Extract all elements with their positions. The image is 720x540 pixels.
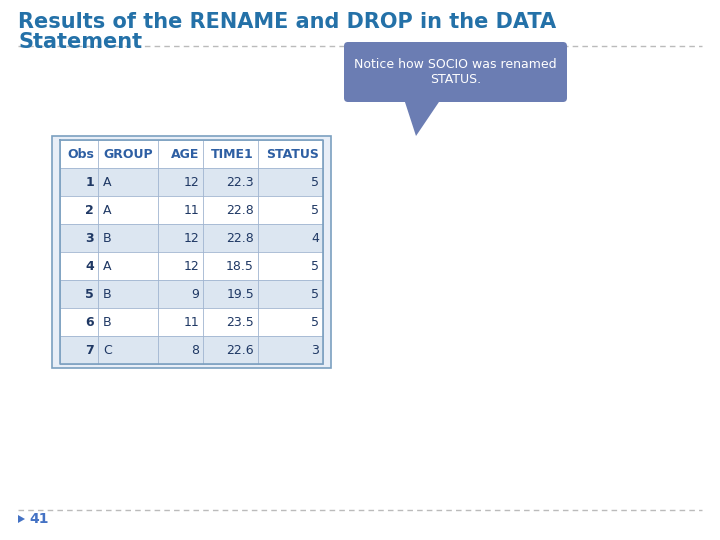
Text: 22.6: 22.6: [226, 343, 254, 356]
Text: 4: 4: [85, 260, 94, 273]
Text: 5: 5: [311, 204, 319, 217]
Text: Statement: Statement: [18, 32, 142, 52]
Text: 3: 3: [86, 232, 94, 245]
Text: C: C: [103, 343, 112, 356]
Text: 19.5: 19.5: [226, 287, 254, 300]
Text: AGE: AGE: [171, 147, 199, 160]
FancyBboxPatch shape: [344, 42, 567, 102]
Text: 1: 1: [85, 176, 94, 188]
FancyBboxPatch shape: [60, 280, 323, 308]
Text: TIME1: TIME1: [211, 147, 254, 160]
Text: Results of the RENAME and DROP in the DATA: Results of the RENAME and DROP in the DA…: [18, 12, 556, 32]
Text: 11: 11: [184, 315, 199, 328]
FancyBboxPatch shape: [60, 252, 323, 280]
FancyBboxPatch shape: [60, 336, 323, 364]
Text: 12: 12: [184, 232, 199, 245]
Text: 8: 8: [191, 343, 199, 356]
Text: 5: 5: [311, 287, 319, 300]
Text: 18.5: 18.5: [226, 260, 254, 273]
Text: A: A: [103, 260, 112, 273]
FancyBboxPatch shape: [60, 224, 323, 252]
Text: B: B: [103, 232, 112, 245]
FancyBboxPatch shape: [60, 168, 323, 196]
Text: 23.5: 23.5: [226, 315, 254, 328]
Text: B: B: [103, 315, 112, 328]
Text: 6: 6: [86, 315, 94, 328]
Text: 9: 9: [191, 287, 199, 300]
Text: 22.8: 22.8: [226, 232, 254, 245]
Text: GROUP: GROUP: [103, 147, 153, 160]
Text: Obs: Obs: [67, 147, 94, 160]
FancyBboxPatch shape: [60, 140, 323, 168]
Text: Notice how SOCIO was renamed
STATUS.: Notice how SOCIO was renamed STATUS.: [354, 58, 557, 86]
Text: 11: 11: [184, 204, 199, 217]
Text: 2: 2: [85, 204, 94, 217]
FancyBboxPatch shape: [60, 196, 323, 224]
Text: 5: 5: [311, 260, 319, 273]
Text: A: A: [103, 176, 112, 188]
Text: B: B: [103, 287, 112, 300]
Polygon shape: [403, 96, 443, 136]
Text: 7: 7: [85, 343, 94, 356]
FancyBboxPatch shape: [52, 136, 331, 368]
Text: 41: 41: [29, 512, 48, 526]
Text: 4: 4: [311, 232, 319, 245]
Text: 5: 5: [311, 315, 319, 328]
Text: 22.3: 22.3: [226, 176, 254, 188]
Text: 3: 3: [311, 343, 319, 356]
Text: 5: 5: [85, 287, 94, 300]
Text: 12: 12: [184, 176, 199, 188]
FancyBboxPatch shape: [60, 308, 323, 336]
Text: 12: 12: [184, 260, 199, 273]
Text: 5: 5: [311, 176, 319, 188]
Text: 22.8: 22.8: [226, 204, 254, 217]
Text: A: A: [103, 204, 112, 217]
Text: STATUS: STATUS: [266, 147, 319, 160]
Polygon shape: [18, 515, 25, 523]
